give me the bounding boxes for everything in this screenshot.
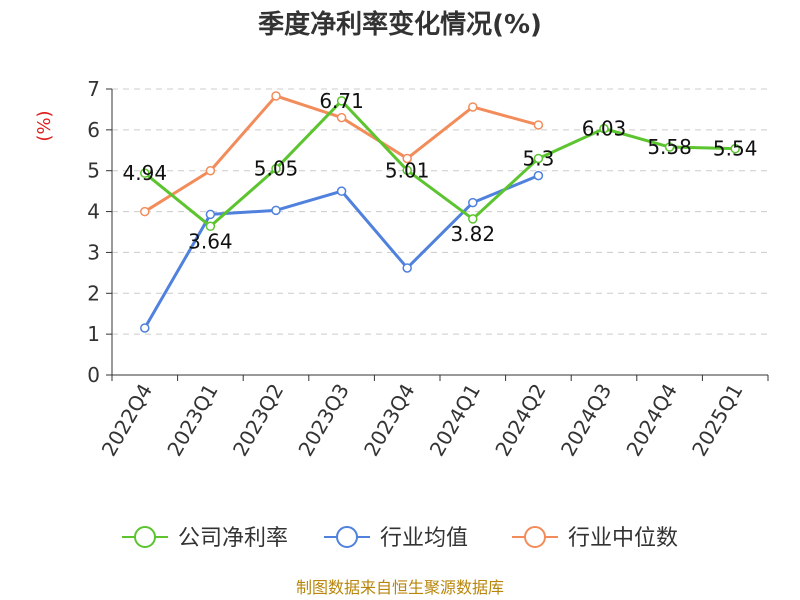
y-tick-label: 2: [87, 281, 100, 305]
data-point: [336, 112, 347, 123]
data-point: [533, 120, 544, 130]
data-point: [205, 165, 216, 176]
chart-title: 季度净利率变化情况(%): [258, 9, 542, 40]
data-label: 6.03: [582, 117, 627, 141]
series-line: [143, 99, 736, 228]
data-point: [468, 197, 478, 208]
x-tick-label: 2025Q1: [687, 380, 747, 461]
data-point: [730, 143, 740, 154]
data-point: [468, 102, 478, 112]
data-point: [140, 206, 150, 217]
y-tick-label: 6: [87, 118, 100, 142]
data-label: 6.71: [319, 89, 364, 113]
y-tick-label: 4: [87, 200, 100, 224]
x-tick-label: 2024Q2: [490, 380, 550, 461]
x-tick-label: 2024Q4: [621, 380, 681, 461]
data-point: [336, 96, 347, 106]
data-point: [533, 153, 544, 164]
data-point: [140, 323, 150, 333]
x-tick-label: 2023Q4: [359, 380, 419, 461]
legend: 公司净利率 行业均值 行业中位数: [122, 526, 678, 551]
legend-marker: [524, 526, 546, 548]
data-label: 5.05: [254, 157, 299, 181]
x-tick-label: 2022Q4: [97, 380, 157, 461]
legend-label: 行业均值: [380, 526, 468, 551]
data-point: [664, 142, 675, 152]
data-point: [533, 170, 544, 181]
data-point: [599, 123, 609, 134]
data-label: 5.3: [522, 146, 554, 170]
data-point: [271, 91, 281, 101]
series-layer: [140, 91, 740, 333]
data-label: 3.82: [451, 222, 496, 246]
y-tick-label: 3: [87, 240, 100, 264]
x-tick-label: 2023Q2: [228, 380, 288, 461]
data-label: 5.01: [385, 158, 430, 182]
data-label: 5.58: [647, 135, 692, 159]
data-point: [402, 165, 412, 176]
x-tick-label: 2024Q3: [556, 380, 616, 461]
y-tick-label: 1: [87, 322, 100, 346]
data-point: [140, 168, 150, 178]
x-tick-label: 2023Q3: [293, 380, 353, 461]
data-point: [205, 209, 216, 220]
data-label: 5.54: [713, 137, 758, 161]
legend-label: 行业中位数: [568, 526, 678, 551]
data-point: [271, 163, 281, 174]
y-axis-unit: (%): [34, 110, 55, 141]
data-labels: 4.94 3.64 5.05 6.71 5.01 3.82 5.3 6.03 5.58 5.54: [123, 89, 758, 253]
data-point: [271, 205, 281, 216]
data-point: [336, 186, 347, 196]
y-tick-label: 5: [87, 159, 100, 183]
y-tick-label: 7: [87, 77, 100, 101]
data-label: 4.94: [123, 161, 168, 185]
data-point: [468, 214, 478, 224]
data-point: [402, 263, 412, 273]
legend-marker: [336, 526, 358, 548]
legend-label: 公司净利率: [178, 526, 288, 551]
data-point: [205, 221, 216, 232]
x-tick-label: 2023Q1: [162, 380, 222, 461]
data-label: 3.64: [188, 229, 233, 253]
y-tick-label: 0: [87, 363, 100, 387]
data-point: [402, 153, 412, 164]
source-note: 制图数据来自恒生聚源数据库: [296, 578, 504, 597]
x-tick-label: 2024Q1: [425, 380, 485, 461]
legend-marker: [134, 526, 156, 548]
